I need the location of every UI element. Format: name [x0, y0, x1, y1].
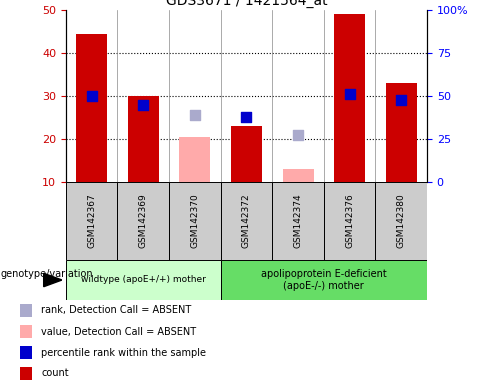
- Bar: [324, 182, 375, 260]
- Bar: [128, 96, 159, 182]
- Text: percentile rank within the sample: percentile rank within the sample: [41, 348, 206, 358]
- Bar: [66, 182, 118, 260]
- Bar: [20, 325, 32, 338]
- Bar: [20, 304, 32, 317]
- Text: genotype/variation: genotype/variation: [1, 269, 94, 279]
- Text: GSM142376: GSM142376: [345, 194, 354, 248]
- Text: count: count: [41, 369, 69, 379]
- Text: GSM142380: GSM142380: [397, 194, 406, 248]
- Title: GDS3671 / 1421564_at: GDS3671 / 1421564_at: [165, 0, 327, 8]
- Point: [397, 97, 405, 103]
- Point: [346, 91, 353, 97]
- Bar: [169, 182, 221, 260]
- Text: wildtype (apoE+/+) mother: wildtype (apoE+/+) mother: [81, 275, 206, 285]
- Text: GSM142369: GSM142369: [139, 194, 148, 248]
- Text: value, Detection Call = ABSENT: value, Detection Call = ABSENT: [41, 326, 197, 336]
- Bar: [221, 260, 427, 300]
- Text: GSM142370: GSM142370: [190, 194, 200, 248]
- Text: GSM142374: GSM142374: [293, 194, 303, 248]
- Bar: [180, 137, 210, 182]
- Bar: [20, 346, 32, 359]
- Text: rank, Detection Call = ABSENT: rank, Detection Call = ABSENT: [41, 306, 192, 316]
- Point: [140, 101, 147, 108]
- Point: [191, 112, 199, 118]
- Bar: [231, 126, 262, 182]
- Bar: [66, 260, 221, 300]
- Point: [88, 93, 96, 99]
- Bar: [76, 34, 107, 182]
- Polygon shape: [44, 273, 62, 287]
- Bar: [272, 182, 324, 260]
- Text: GSM142372: GSM142372: [242, 194, 251, 248]
- Bar: [118, 182, 169, 260]
- Point: [243, 114, 250, 121]
- Bar: [20, 367, 32, 380]
- Bar: [221, 182, 272, 260]
- Bar: [386, 83, 417, 182]
- Bar: [334, 14, 365, 182]
- Point: [294, 132, 302, 138]
- Bar: [283, 169, 313, 182]
- Text: GSM142367: GSM142367: [87, 194, 96, 248]
- Bar: [375, 182, 427, 260]
- Text: apolipoprotein E-deficient
(apoE-/-) mother: apolipoprotein E-deficient (apoE-/-) mot…: [261, 269, 386, 291]
